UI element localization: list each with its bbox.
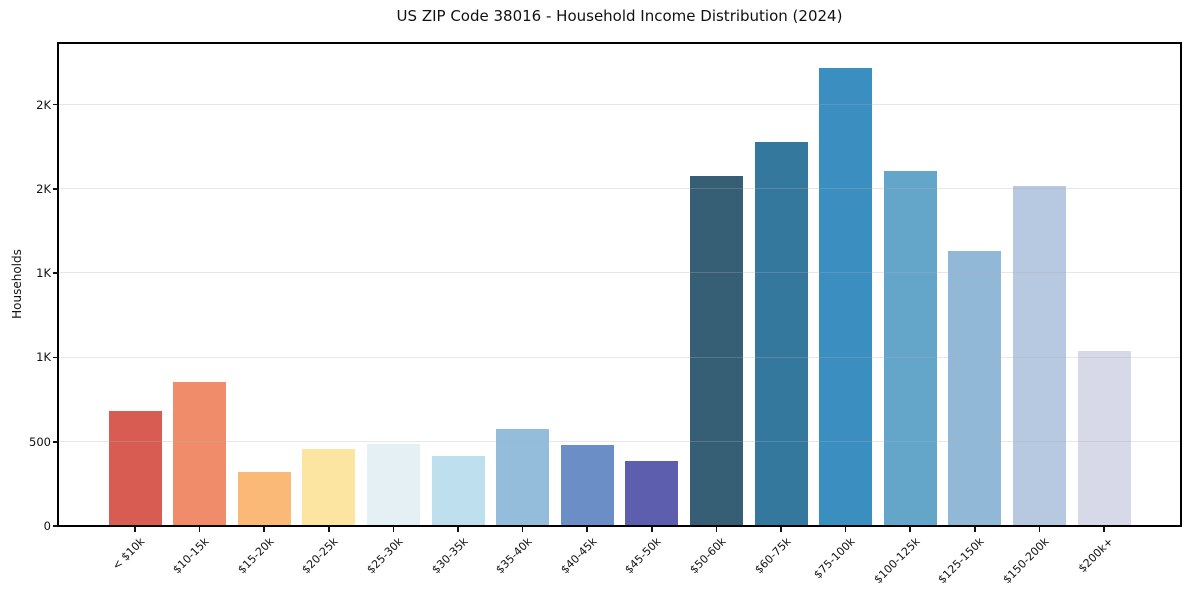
y-tick-label: 500 <box>29 434 51 449</box>
y-tick-mark <box>52 440 58 443</box>
x-tick-mark <box>328 527 330 532</box>
spine-bottom <box>57 525 1182 527</box>
y-axis-label: Households <box>10 249 24 319</box>
x-tick-mark <box>392 527 395 532</box>
bar-$50-60k <box>689 176 743 526</box>
bar-$200k+ <box>1077 350 1131 526</box>
y-tick-mark <box>52 356 58 359</box>
y-tick-mark <box>52 525 58 527</box>
bar-$35-40k <box>496 429 550 526</box>
bars-layer <box>59 44 1180 526</box>
bar-$150-200k <box>1012 186 1066 526</box>
x-tick-label: $15-20k <box>235 535 277 577</box>
x-tick-label: $20-25k <box>299 535 341 577</box>
x-tick-mark <box>586 527 588 532</box>
x-tick-mark <box>263 527 265 532</box>
x-tick-label: $60-75k <box>751 535 794 577</box>
x-tick-label: $25-30k <box>364 535 406 577</box>
x-tick-label: < $10k <box>109 535 148 573</box>
x-tick-mark <box>198 527 201 532</box>
bar-$125-150k <box>948 251 1002 526</box>
bar-$15-20k <box>237 472 291 526</box>
bar-$60-75k <box>754 141 808 526</box>
y-tick-label: 1K <box>36 350 51 365</box>
bar-$30-35k <box>431 456 485 526</box>
x-tick-mark <box>651 527 653 532</box>
y-tick-mark <box>52 272 58 274</box>
x-tick-mark <box>457 527 459 532</box>
x-tick-label: $30-35k <box>428 535 471 577</box>
x-tick-mark <box>715 527 718 532</box>
x-tick-label: $40-45k <box>558 535 600 577</box>
x-tick-mark <box>909 527 911 532</box>
x-tick-label: $150-200k <box>1000 535 1052 587</box>
y-tick-label: 0 <box>43 519 51 533</box>
plot-area <box>59 44 1180 526</box>
y-tick-label: 2K <box>36 97 51 112</box>
x-tick-label: $100-125k <box>871 535 923 587</box>
x-tick-mark <box>1038 527 1041 532</box>
bar-$100-125k <box>883 171 937 526</box>
y-tick-mark <box>52 188 58 190</box>
bar-$25-30k <box>366 444 420 526</box>
x-tick-mark <box>521 527 524 532</box>
x-tick-mark <box>1103 527 1105 532</box>
x-tick-label: $50-60k <box>687 535 729 577</box>
y-tick-label: 1K <box>36 266 51 281</box>
chart-title: US ZIP Code 38016 - Household Income Dis… <box>396 7 843 25</box>
x-tick-label: $35-40k <box>493 535 535 577</box>
bar-$20-25k <box>302 449 356 526</box>
bar-$10-15k <box>173 381 227 526</box>
bar-$40-45k <box>560 445 614 526</box>
x-tick-label: $125-150k <box>935 535 987 587</box>
x-tick-label: $200k+ <box>1076 535 1117 576</box>
y-tick-label: 2K <box>36 181 51 196</box>
spine-left <box>57 42 59 527</box>
x-tick-mark <box>974 527 976 532</box>
x-tick-label: $75-100k <box>811 535 858 582</box>
x-tick-label: $45-50k <box>622 535 664 577</box>
x-tick-label: $10-15k <box>170 535 212 577</box>
bar-< $10k <box>108 411 162 526</box>
x-tick-mark <box>134 527 136 532</box>
spine-top <box>57 42 1182 44</box>
spine-right <box>1180 42 1182 527</box>
y-tick-mark <box>52 103 58 106</box>
bar-$45-50k <box>625 461 679 526</box>
x-tick-mark <box>780 527 782 532</box>
bar-$75-100k <box>819 68 873 526</box>
x-tick-mark <box>844 527 847 532</box>
